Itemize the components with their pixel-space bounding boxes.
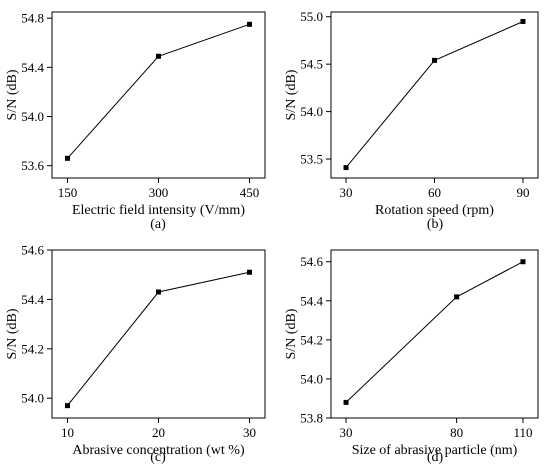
data-point (247, 269, 253, 275)
data-point (64, 155, 70, 161)
data-point (247, 21, 253, 27)
data-point (520, 259, 526, 265)
x-axis-label: Rotation speed (rpm) (375, 203, 494, 218)
y-tick-label: 53.8 (300, 411, 323, 426)
panel-d: 53.8 54.0 54.2 54.4 54.6 30 80 110 Size of abras… (284, 249, 539, 465)
x-axis-label: Size of abrasive particle (nm) (352, 443, 518, 458)
series-line (345, 261, 524, 403)
panel-c: 54.0 54.2 54.4 54.6 10 20 30 Abrasive concentra… (5, 243, 266, 465)
y-tick-label: 54.8 (21, 11, 44, 26)
x-tick-label: 90 (516, 185, 529, 200)
x-tick-label: 30 (243, 425, 256, 440)
data-point (64, 403, 70, 409)
y-tick-label: 53.5 (300, 152, 323, 167)
y-axis-label: S/N (dB) (284, 308, 299, 359)
x-tick-label: 30 (340, 185, 353, 200)
y-tick-label: 53.6 (21, 158, 44, 173)
panel-b: 53.5 54.0 54.5 55.0 30 60 90 Rotation speed (rp… (284, 9, 539, 232)
x-tick-label: 80 (450, 425, 463, 440)
y-tick-label: 54.4 (21, 60, 44, 75)
x-tick-label: 110 (513, 425, 532, 440)
y-tick-label: 54.0 (300, 371, 323, 386)
x-tick-label: 60 (428, 185, 441, 200)
panel-label: (b) (427, 217, 444, 232)
y-tick-label: 54.4 (21, 292, 44, 307)
data-point (156, 289, 161, 295)
plot-frame (51, 11, 266, 179)
x-tick-label: 150 (58, 185, 78, 200)
panel-a: 53.6 54.0 54.4 54.8 150 300 450 Electric field … (5, 11, 266, 232)
x-tick-label: 300 (149, 185, 169, 200)
series-line (345, 21, 524, 168)
y-tick-label: 54.6 (21, 243, 44, 258)
y-tick-label: 54.0 (21, 109, 44, 124)
y-axis-label: S/N (dB) (284, 69, 299, 120)
x-axis-label: Abrasive concentration (wt %) (72, 443, 245, 458)
panel-label: (a) (150, 217, 166, 232)
data-point (520, 18, 526, 24)
plot-frame (51, 249, 266, 419)
y-tick-label: 55.0 (300, 9, 323, 24)
data-point (432, 57, 437, 63)
y-tick-label: 54.4 (300, 293, 323, 308)
x-tick-label: 450 (240, 185, 260, 200)
y-axis-label: S/N (dB) (5, 69, 20, 120)
x-tick-label: 10 (61, 425, 74, 440)
y-axis-label: S/N (dB) (5, 308, 20, 359)
y-tick-label: 54.0 (300, 104, 323, 119)
y-tick-label: 54.5 (300, 57, 323, 72)
series-line (67, 23, 250, 159)
x-tick-label: 30 (340, 425, 353, 440)
y-tick-label: 54.2 (300, 332, 323, 347)
panel-label: (d) (427, 450, 444, 465)
data-point (343, 165, 349, 171)
x-axis-label: Electric field intensity (V/mm) (72, 203, 245, 218)
data-point (156, 53, 161, 59)
panel-label: (c) (150, 450, 166, 465)
data-point (343, 399, 349, 405)
y-tick-label: 54.2 (21, 341, 44, 356)
plot-frame (330, 249, 539, 419)
x-tick-label: 20 (152, 425, 165, 440)
plot-frame (330, 11, 539, 179)
data-point (454, 294, 460, 300)
y-tick-label: 54.6 (300, 254, 323, 269)
y-tick-label: 54.0 (21, 391, 44, 406)
